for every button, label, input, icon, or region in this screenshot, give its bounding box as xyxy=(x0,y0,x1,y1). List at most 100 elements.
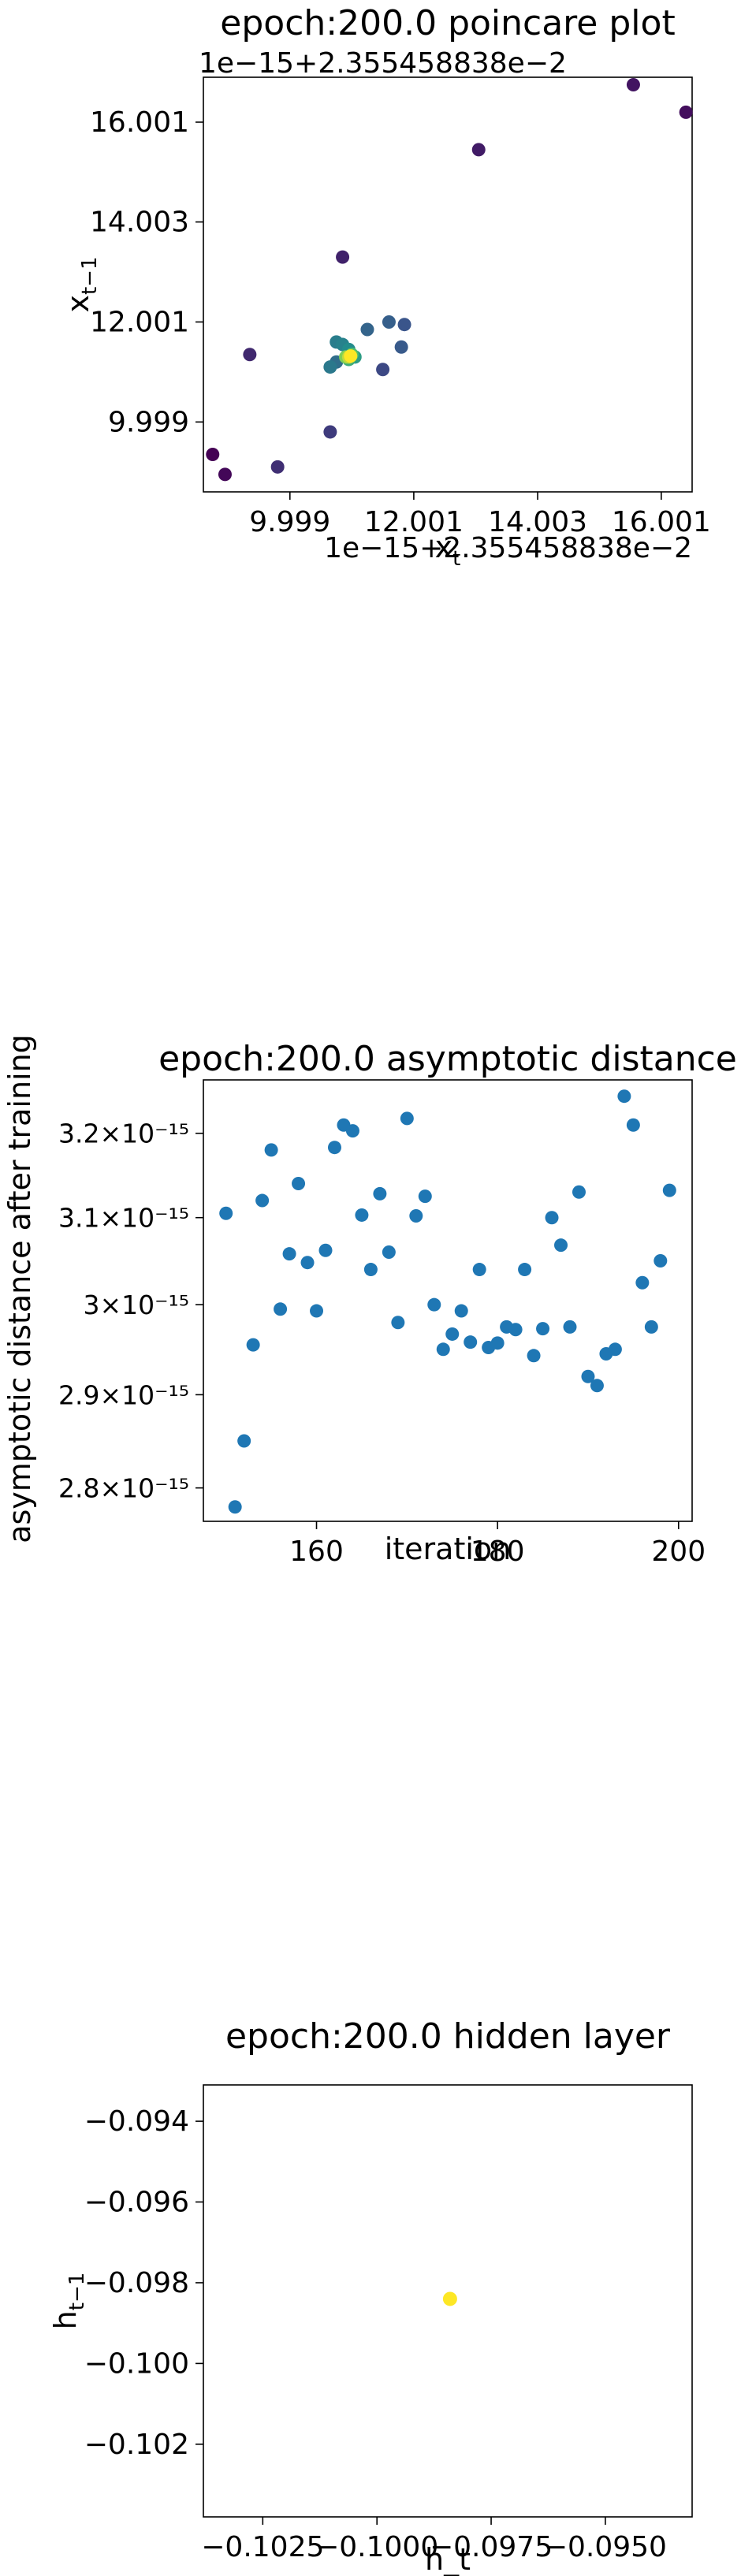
asymptotic-point xyxy=(300,1256,315,1270)
asymptotic-point xyxy=(662,1183,676,1197)
poincare-x-tick-label: 14.003 xyxy=(488,506,587,538)
hidden-layer-chart: epoch:200.0 hidden layer −0.1025−0.1000 −… xyxy=(48,2016,693,2576)
asymptotic-point xyxy=(472,1263,486,1277)
hidden-layer-y-tick-label: −0.094 xyxy=(84,2105,189,2138)
asymptotic-x-tick-label: 180 xyxy=(471,1536,525,1568)
hidden-layer-plot-area xyxy=(203,2084,693,2518)
asymptotic-point xyxy=(608,1342,622,1357)
asymptotic-y-ticks: 2.8×10⁻¹⁵ 2.9×10⁻¹⁵ 3×10⁻¹⁵ 3.1×10⁻¹⁵ 3.2×10… xyxy=(58,1119,203,1504)
asymptotic-point xyxy=(545,1211,559,1225)
asymptotic-y-axis-label: asymptotic distance after training xyxy=(2,1034,37,1543)
hidden-layer-point xyxy=(442,2291,457,2306)
asymptotic-point xyxy=(318,1243,333,1257)
hidden-layer-y-tick-label: −0.100 xyxy=(84,2347,189,2380)
asymptotic-x-tick-label: 200 xyxy=(651,1536,706,1568)
asymptotic-distance-title: epoch:200.0 asymptotic distance xyxy=(158,1039,737,1079)
poincare-x-offset-text: 1e−15+2.355458838e−2 xyxy=(324,532,692,564)
asymptotic-point xyxy=(635,1275,650,1290)
hidden-layer-y-tick-label: −0.098 xyxy=(84,2267,189,2299)
hidden-layer-x-tick-label: −0.1000 xyxy=(315,2531,438,2563)
poincare-plot-chart: epoch:200.0 poincare plot 1e−15+2.355458… xyxy=(61,3,711,571)
poincare-point xyxy=(218,467,232,482)
asymptotic-point xyxy=(518,1263,532,1277)
hidden-layer-x-tick-label: −0.1025 xyxy=(201,2531,324,2563)
asymptotic-point xyxy=(292,1177,306,1191)
poincare-point xyxy=(626,78,640,92)
poincare-x-tick-label: 12.001 xyxy=(364,506,464,538)
asymptotic-x-tick-label: 160 xyxy=(289,1536,344,1568)
asymptotic-x-axis-label: iteration xyxy=(385,1532,512,1566)
poincare-point xyxy=(336,250,350,264)
poincare-point xyxy=(243,348,257,362)
asymptotic-point xyxy=(400,1111,414,1126)
asymptotic-point xyxy=(355,1208,369,1222)
asymptotic-point xyxy=(255,1193,270,1208)
poincare-point xyxy=(679,105,693,119)
poincare-y-tick-label: 9.999 xyxy=(108,406,189,438)
asymptotic-point xyxy=(644,1320,658,1334)
hidden-layer-points xyxy=(442,2291,457,2306)
poincare-y-ticks: 9.999 12.001 14.003 16.001 xyxy=(90,106,203,438)
asymptotic-point xyxy=(427,1297,441,1312)
poincare-y-tick-label: 16.001 xyxy=(90,106,189,139)
asymptotic-point xyxy=(246,1338,260,1352)
poincare-plot-area xyxy=(203,76,693,493)
asymptotic-point xyxy=(454,1304,468,1318)
poincare-point xyxy=(344,349,358,363)
asymptotic-distance-chart: epoch:200.0 asymptotic distance 160 180 20… xyxy=(2,1034,737,1568)
asymptotic-point xyxy=(445,1327,460,1341)
poincare-y-tick-label: 12.001 xyxy=(90,306,189,338)
hidden-layer-x-axis-label: h_t xyxy=(425,2542,471,2576)
asymptotic-point xyxy=(219,1206,233,1220)
asymptotic-point xyxy=(327,1141,341,1155)
asymptotic-y-tick-label: 2.8×10⁻¹⁵ xyxy=(58,1473,189,1504)
asymptotic-point xyxy=(274,1302,288,1316)
poincare-point xyxy=(360,322,374,337)
poincare-point xyxy=(471,143,486,157)
poincare-point xyxy=(270,460,285,474)
asymptotic-point xyxy=(363,1263,378,1277)
asymptotic-point xyxy=(228,1500,242,1514)
asymptotic-point xyxy=(382,1245,396,1259)
asymptotic-point xyxy=(373,1186,387,1201)
asymptotic-point xyxy=(554,1238,568,1253)
hidden-layer-y-tick-label: −0.096 xyxy=(84,2187,189,2219)
asymptotic-point xyxy=(626,1118,640,1132)
asymptotic-points xyxy=(219,1089,676,1514)
asymptotic-point xyxy=(581,1369,595,1383)
asymptotic-y-tick-label: 2.9×10⁻¹⁵ xyxy=(58,1379,189,1410)
poincare-point xyxy=(323,360,337,374)
asymptotic-point xyxy=(310,1304,324,1318)
asymptotic-plot-area xyxy=(203,1079,693,1522)
poincare-y-tick-label: 14.003 xyxy=(90,207,189,239)
asymptotic-point xyxy=(563,1320,577,1334)
asymptotic-x-ticks: 160 180 200 xyxy=(289,1521,706,1568)
asymptotic-point xyxy=(264,1143,278,1157)
hidden-layer-y-axis-label: ht−1 xyxy=(48,2273,89,2330)
asymptotic-y-tick-label: 3×10⁻¹⁵ xyxy=(83,1290,189,1320)
poincare-point xyxy=(397,318,411,332)
hidden-layer-title: epoch:200.0 hidden layer xyxy=(225,2016,671,2057)
poincare-point xyxy=(376,363,390,377)
poincare-point xyxy=(382,315,396,329)
asymptotic-y-tick-label: 3.1×10⁻¹⁵ xyxy=(58,1203,189,1234)
asymptotic-point xyxy=(536,1322,550,1336)
asymptotic-point xyxy=(418,1189,432,1204)
asymptotic-point xyxy=(527,1349,541,1363)
poincare-y-axis-label: xt−1 xyxy=(61,256,102,312)
hidden-layer-y-tick-label: −0.102 xyxy=(84,2429,189,2461)
asymptotic-point xyxy=(282,1247,296,1261)
asymptotic-point xyxy=(653,1253,668,1268)
hidden-layer-y-ticks: −0.094 −0.096 −0.098 −0.100 −0.102 xyxy=(84,2105,203,2461)
asymptotic-point xyxy=(617,1089,631,1104)
poincare-x-tick-label: 16.001 xyxy=(612,506,711,538)
poincare-point xyxy=(206,447,220,461)
asymptotic-point xyxy=(436,1342,450,1357)
poincare-y-offset-text: 1e−15+2.355458838e−2 xyxy=(199,47,567,80)
asymptotic-point xyxy=(345,1124,359,1138)
poincare-point xyxy=(394,340,408,354)
poincare-x-ticks: 9.999 12.001 14.003 16.001 xyxy=(249,492,711,538)
poincare-points xyxy=(206,78,693,482)
hidden-layer-x-tick-label: −0.0950 xyxy=(544,2531,667,2563)
poincare-plot-title: epoch:200.0 poincare plot xyxy=(220,3,675,43)
